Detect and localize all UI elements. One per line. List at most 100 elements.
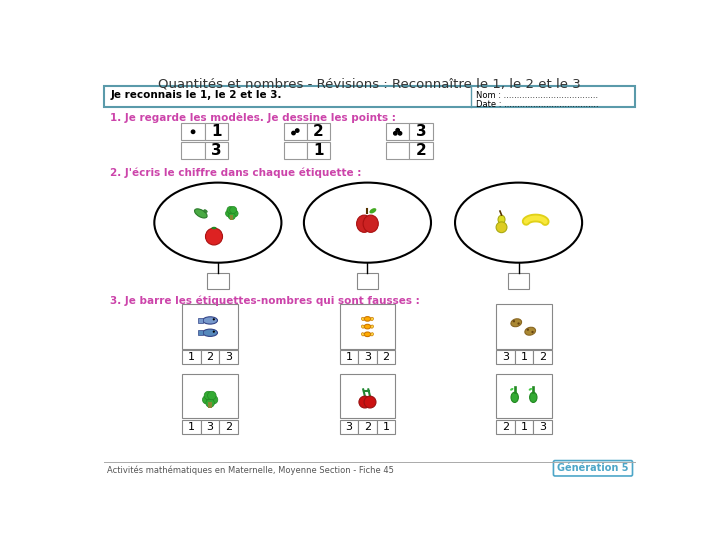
Circle shape bbox=[231, 210, 238, 217]
Ellipse shape bbox=[364, 325, 371, 329]
Bar bbox=[386, 142, 409, 159]
Ellipse shape bbox=[204, 210, 207, 212]
Bar bbox=[182, 420, 201, 434]
Bar bbox=[284, 123, 307, 140]
Text: 2: 2 bbox=[364, 422, 371, 431]
Bar bbox=[340, 350, 358, 365]
Ellipse shape bbox=[212, 227, 217, 229]
Circle shape bbox=[295, 129, 299, 132]
Circle shape bbox=[206, 393, 215, 401]
Bar bbox=[201, 420, 220, 434]
Text: 3: 3 bbox=[207, 422, 214, 431]
Bar bbox=[534, 350, 552, 365]
Ellipse shape bbox=[498, 215, 505, 224]
Ellipse shape bbox=[154, 183, 282, 262]
Text: Nom : ....................................: Nom : ..................................… bbox=[476, 91, 598, 100]
Text: 1: 1 bbox=[382, 422, 390, 431]
Ellipse shape bbox=[455, 183, 582, 262]
Bar bbox=[515, 420, 534, 434]
Ellipse shape bbox=[371, 318, 374, 321]
Circle shape bbox=[212, 330, 215, 333]
Text: 2: 2 bbox=[415, 143, 426, 158]
Text: 2: 2 bbox=[382, 353, 390, 362]
Circle shape bbox=[228, 213, 235, 220]
Circle shape bbox=[204, 392, 212, 400]
Circle shape bbox=[192, 130, 195, 133]
Circle shape bbox=[396, 129, 400, 132]
Circle shape bbox=[202, 395, 211, 404]
Ellipse shape bbox=[371, 325, 374, 328]
Ellipse shape bbox=[304, 183, 431, 262]
Ellipse shape bbox=[361, 333, 364, 336]
Bar bbox=[181, 142, 204, 159]
Ellipse shape bbox=[510, 388, 513, 390]
Circle shape bbox=[518, 322, 520, 325]
Text: Date : ....................................: Date : .................................… bbox=[476, 100, 598, 109]
Bar bbox=[208, 402, 212, 408]
Circle shape bbox=[394, 132, 397, 135]
Text: 3. Je barre les étiquettes-nombres qui sont fausses :: 3. Je barre les étiquettes-nombres qui s… bbox=[110, 295, 420, 306]
Text: 3: 3 bbox=[502, 353, 509, 362]
Bar bbox=[534, 420, 552, 434]
Ellipse shape bbox=[203, 329, 217, 336]
Text: 2: 2 bbox=[502, 422, 509, 431]
Bar bbox=[284, 142, 307, 159]
Circle shape bbox=[527, 328, 529, 331]
Text: 2: 2 bbox=[313, 124, 324, 139]
Circle shape bbox=[359, 396, 371, 408]
Bar bbox=[182, 304, 238, 349]
Text: 1: 1 bbox=[188, 422, 195, 431]
Circle shape bbox=[207, 392, 216, 400]
Text: 3: 3 bbox=[211, 143, 222, 158]
Circle shape bbox=[230, 206, 237, 213]
Bar bbox=[220, 350, 238, 365]
Circle shape bbox=[364, 396, 376, 408]
Text: 2. J'écris le chiffre dans chaque étiquette :: 2. J'écris le chiffre dans chaque étique… bbox=[110, 167, 361, 178]
Ellipse shape bbox=[530, 392, 537, 402]
Bar bbox=[201, 350, 220, 365]
Circle shape bbox=[398, 132, 402, 135]
Ellipse shape bbox=[528, 388, 532, 390]
Circle shape bbox=[206, 399, 215, 407]
Ellipse shape bbox=[525, 327, 536, 335]
Ellipse shape bbox=[369, 208, 377, 213]
Bar bbox=[340, 304, 395, 349]
Circle shape bbox=[228, 208, 235, 215]
Bar bbox=[409, 142, 433, 159]
Bar bbox=[496, 350, 515, 365]
Ellipse shape bbox=[363, 215, 378, 232]
FancyBboxPatch shape bbox=[104, 86, 635, 107]
Circle shape bbox=[227, 206, 234, 213]
Bar bbox=[409, 123, 433, 140]
Text: 3: 3 bbox=[364, 353, 371, 362]
Text: Génération 5: Génération 5 bbox=[557, 463, 629, 473]
Text: 1. Je regarde les modèles. Je dessine les points :: 1. Je regarde les modèles. Je dessine le… bbox=[110, 112, 396, 123]
Text: 1: 1 bbox=[188, 353, 195, 362]
Bar bbox=[340, 374, 395, 418]
Circle shape bbox=[212, 318, 215, 320]
Bar bbox=[340, 420, 358, 434]
Ellipse shape bbox=[371, 333, 374, 336]
Circle shape bbox=[205, 228, 222, 245]
Bar bbox=[182, 350, 201, 365]
Bar bbox=[307, 123, 330, 140]
Text: 3: 3 bbox=[225, 353, 233, 362]
Circle shape bbox=[210, 395, 217, 404]
Ellipse shape bbox=[361, 318, 364, 321]
Bar bbox=[358, 350, 377, 365]
Text: 2: 2 bbox=[539, 353, 546, 362]
Ellipse shape bbox=[203, 317, 217, 324]
Text: 1: 1 bbox=[346, 353, 352, 362]
Text: 3: 3 bbox=[539, 422, 546, 431]
Ellipse shape bbox=[511, 392, 518, 402]
Bar bbox=[496, 374, 552, 418]
Bar bbox=[220, 420, 238, 434]
Ellipse shape bbox=[364, 332, 371, 336]
Text: 3: 3 bbox=[346, 422, 352, 431]
Text: 1: 1 bbox=[521, 422, 528, 431]
Text: 1: 1 bbox=[211, 124, 222, 139]
Text: 2: 2 bbox=[225, 422, 233, 431]
FancyBboxPatch shape bbox=[554, 461, 632, 476]
Bar bbox=[358, 420, 377, 434]
Bar bbox=[496, 420, 515, 434]
